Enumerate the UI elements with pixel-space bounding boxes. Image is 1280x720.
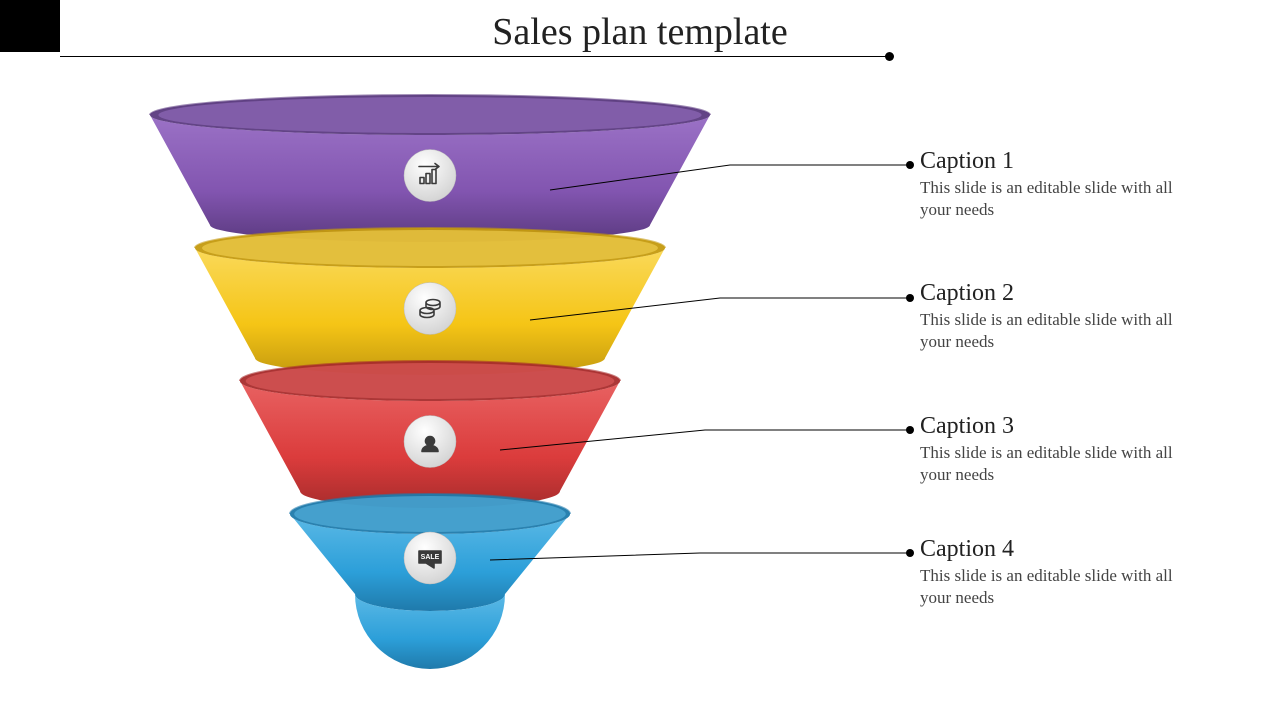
caption-desc: This slide is an editable slide with all… bbox=[920, 309, 1180, 353]
funnel-diagram: SALE bbox=[0, 0, 1280, 720]
caption-4: Caption 4 This slide is an editable slid… bbox=[920, 536, 1180, 609]
caption-title: Caption 4 bbox=[920, 536, 1180, 563]
caption-2: Caption 2 This slide is an editable slid… bbox=[920, 280, 1180, 353]
caption-title: Caption 2 bbox=[920, 280, 1180, 307]
caption-title: Caption 1 bbox=[920, 148, 1180, 175]
caption-3: Caption 3 This slide is an editable slid… bbox=[920, 413, 1180, 486]
caption-desc: This slide is an editable slide with all… bbox=[920, 177, 1180, 221]
caption-title: Caption 3 bbox=[920, 413, 1180, 440]
caption-desc: This slide is an editable slide with all… bbox=[920, 442, 1180, 486]
caption-1: Caption 1 This slide is an editable slid… bbox=[920, 148, 1180, 221]
caption-desc: This slide is an editable slide with all… bbox=[920, 565, 1180, 609]
svg-text:SALE: SALE bbox=[421, 554, 440, 561]
